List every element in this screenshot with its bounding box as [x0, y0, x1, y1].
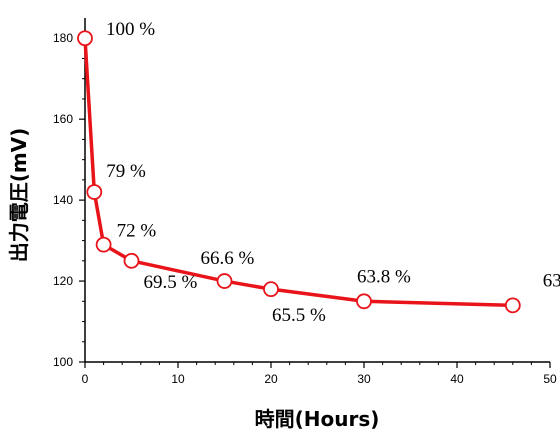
- data-point: [95, 236, 112, 253]
- y-tick-label: 120: [53, 274, 73, 288]
- data-label: 66.6 %: [201, 248, 255, 269]
- x-tick-label: 40: [450, 372, 464, 386]
- data-label: 79 %: [106, 161, 146, 182]
- data-label: 63.3 %: [543, 270, 560, 291]
- data-label: 72 %: [117, 221, 157, 242]
- x-axis-title: 時間(Hours): [255, 407, 380, 431]
- data-label: 69.5 %: [144, 272, 198, 293]
- x-tick-label: 30: [357, 372, 371, 386]
- data-point: [123, 252, 140, 269]
- data-label: 63.8 %: [357, 266, 411, 287]
- x-tick-label: 0: [82, 372, 89, 386]
- data-labels: 100 % 79 % 72 % 69.5 %66.6 % 65.5 % 63.8 % 63.…: [106, 19, 560, 326]
- y-axis-title: 出力電圧(mV): [7, 128, 31, 263]
- data-point: [263, 281, 279, 298]
- axes: [84, 18, 550, 363]
- data-point: [216, 273, 233, 289]
- data-label: 100 %: [106, 19, 155, 40]
- data-point: [504, 297, 521, 314]
- y-tick-label: 160: [53, 112, 73, 126]
- ticks: 0 10 20 30 40 50 100 120 140 160 180: [53, 31, 557, 386]
- y-tick-label: 140: [53, 193, 73, 207]
- data-label: 65.5 %: [272, 305, 326, 326]
- y-tick-label: 100: [53, 355, 73, 369]
- data-point: [77, 30, 93, 47]
- data-point: [356, 293, 372, 310]
- x-tick-label: 10: [171, 372, 185, 386]
- series: [77, 30, 521, 314]
- data-point: [86, 184, 103, 200]
- x-tick-label: 20: [264, 372, 278, 386]
- y-tick-label: 180: [53, 31, 73, 45]
- series-line: [83, 36, 515, 308]
- x-tick-label: 50: [543, 372, 557, 386]
